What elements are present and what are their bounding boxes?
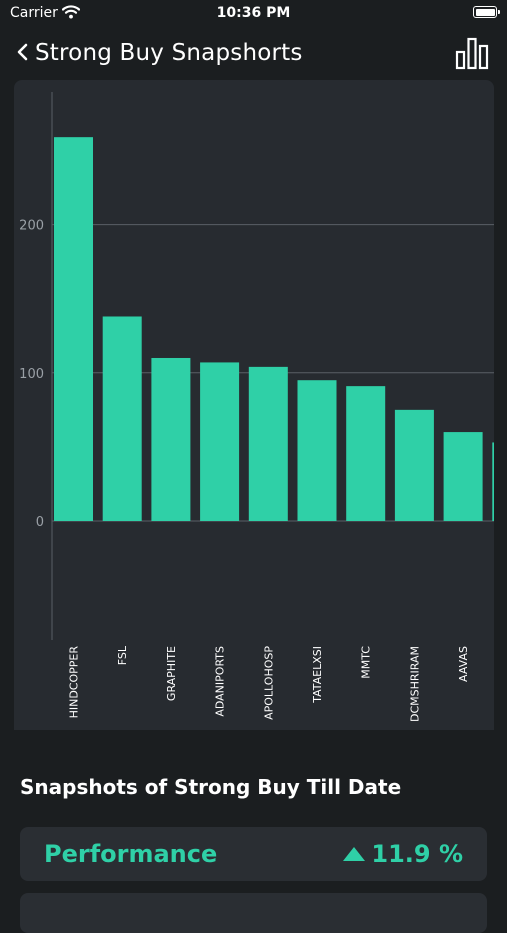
x-tick-label: DCMSHRIRAM (408, 646, 421, 722)
x-tick-label: HINDCOPPER (68, 646, 81, 719)
wifi-icon (62, 5, 80, 19)
bar (346, 386, 386, 521)
y-tick-label: 200 (19, 219, 44, 234)
performance-label: Performance (44, 840, 218, 868)
next-card[interactable] (20, 893, 487, 933)
x-tick-label: FSL (116, 645, 129, 665)
x-tick-label: AAVAS (457, 646, 470, 682)
x-tick-label: TATAELXSI (311, 646, 324, 704)
performance-value: 11.9 % (371, 840, 463, 868)
carrier-label: Carrier (10, 5, 58, 21)
bar (102, 316, 142, 521)
bar-chart-svg: 0 100 200 HINDCOPPER FSL GRAPHITE ADANIPORTS AP… (19, 92, 494, 722)
battery-icon (473, 6, 500, 18)
x-tick-label: ADANIPORTS (214, 646, 227, 717)
bar (151, 357, 191, 521)
nav-bar: Strong Buy Snapshorts (0, 30, 507, 76)
status-bar: Carrier 10:36 PM (0, 0, 507, 28)
bar (248, 366, 288, 521)
x-tick-label: GRAPHITE (165, 646, 178, 701)
bar (297, 380, 337, 521)
section-title: Snapshots of Strong Buy Till Date (20, 775, 402, 799)
y-tick-label: 0 (36, 515, 44, 530)
bar (394, 409, 434, 521)
y-tick-label: 100 (19, 367, 44, 382)
back-chevron-icon[interactable] (14, 38, 32, 66)
trend-up-icon (343, 847, 365, 861)
performance-card[interactable]: Performance 11.9 % (20, 827, 487, 881)
bar (492, 442, 494, 521)
bar (54, 137, 93, 522)
bar-chart-icon[interactable] (454, 36, 490, 70)
bar-chart: 0 100 200 HINDCOPPER FSL GRAPHITE ADANIPORTS AP… (14, 80, 494, 730)
x-tick-label: MMTC (360, 646, 373, 679)
bar (200, 362, 240, 521)
page-title: Strong Buy Snapshorts (35, 40, 303, 66)
x-tick-label: APOLLOHOSP (262, 646, 275, 720)
clock: 10:36 PM (216, 5, 291, 21)
bar (443, 432, 483, 521)
